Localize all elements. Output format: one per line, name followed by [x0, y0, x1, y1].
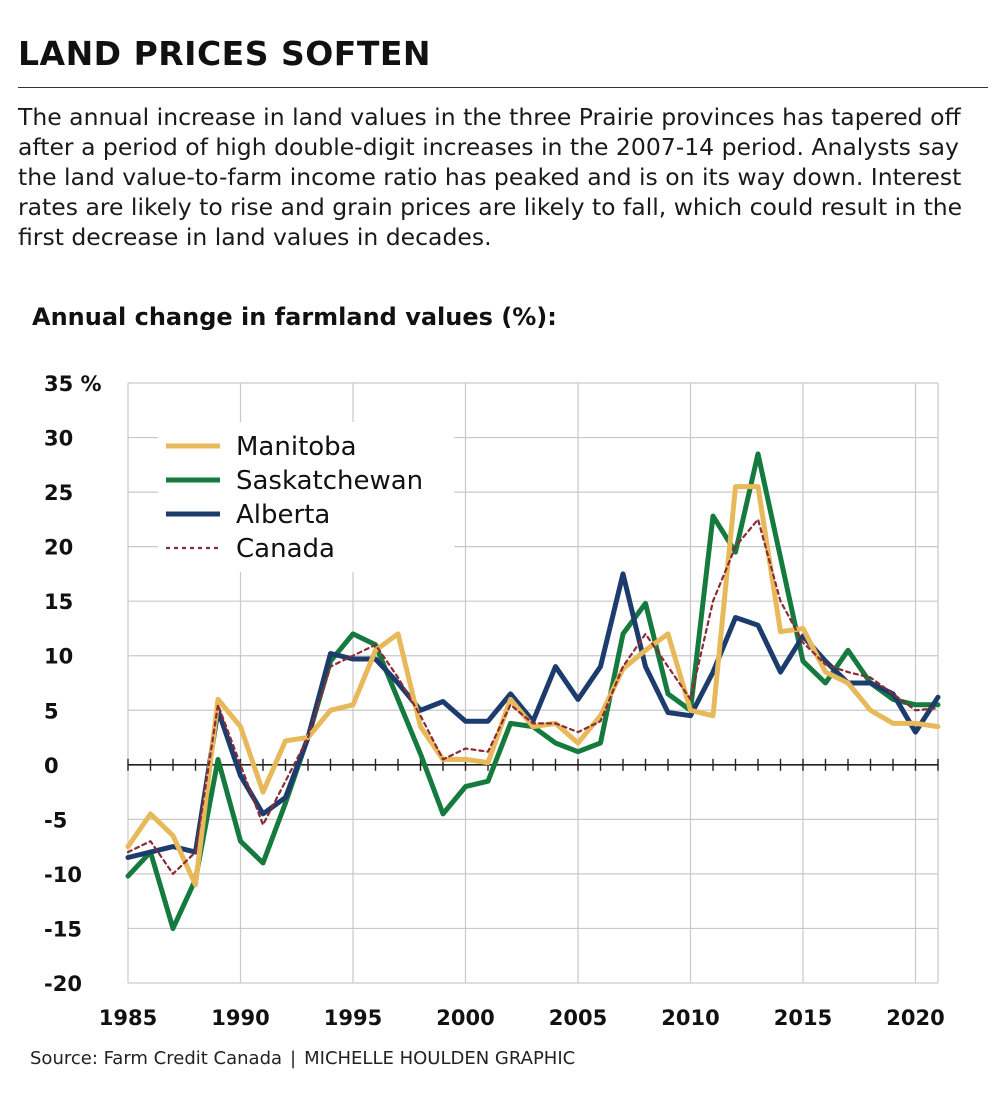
- series-line-canada: [126, 518, 940, 876]
- legend-label-manitoba: Manitoba: [236, 432, 357, 462]
- x-tick-label: 2010: [661, 1006, 719, 1030]
- dek-paragraph: The annual increase in land values in th…: [18, 103, 963, 251]
- x-tick-label: 2005: [549, 1006, 607, 1030]
- series-lines: [125, 451, 941, 931]
- y-tick-label: -10: [44, 863, 82, 887]
- y-tick-label: 35 %: [44, 372, 102, 396]
- y-tick-label: 25: [44, 481, 73, 505]
- line-chart: -20 -15 -10 -5 0 5 10 15 20 25 30 35 % 1985 1990 1995 2…: [44, 372, 945, 1030]
- legend-label-canada: Canada: [236, 534, 335, 564]
- y-tick-label: -5: [44, 808, 67, 832]
- y-tick-label: -15: [44, 917, 82, 941]
- axes: -20 -15 -10 -5 0 5 10 15 20 25 30 35 % 1985 1990 1995 2…: [44, 372, 945, 1030]
- x-tick-label: 1985: [99, 1006, 157, 1030]
- x-tick-label: 1995: [324, 1006, 382, 1030]
- series-line-manitoba: [125, 484, 941, 888]
- x-tick-label: 2020: [886, 1006, 944, 1030]
- chart-title: Annual change in farmland values (%):: [32, 303, 557, 331]
- y-tick-label: 5: [44, 699, 59, 723]
- legend-label-alberta: Alberta: [236, 500, 330, 530]
- y-tick-label: 15: [44, 590, 73, 614]
- y-tick-label: 20: [44, 536, 73, 560]
- legend-label-saskatchewan: Saskatchewan: [236, 466, 423, 496]
- series-line-alberta: [125, 571, 941, 860]
- headline: LAND PRICES SOFTEN: [18, 34, 431, 73]
- y-tick-label: 0: [44, 754, 59, 778]
- y-tick-label: 10: [44, 645, 73, 669]
- x-tick-label: 2000: [436, 1006, 494, 1030]
- gridlines: [127, 382, 939, 984]
- x-tick-label: 2015: [774, 1006, 832, 1030]
- x-tick-label: 1990: [211, 1006, 269, 1030]
- legend: Manitoba Saskatchewan Alberta Canada: [158, 422, 454, 572]
- graphic-credit: MICHELLE HOULDEN GRAPHIC: [304, 1048, 576, 1069]
- headline-rule: [18, 87, 988, 88]
- footer-separator: |: [290, 1048, 297, 1069]
- y-tick-label: -20: [44, 972, 82, 996]
- footer: Source: Farm Credit Canada | MICHELLE HOUL…: [30, 1048, 575, 1069]
- source-credit: Source: Farm Credit Canada: [30, 1048, 283, 1069]
- y-tick-label: 30: [44, 427, 73, 451]
